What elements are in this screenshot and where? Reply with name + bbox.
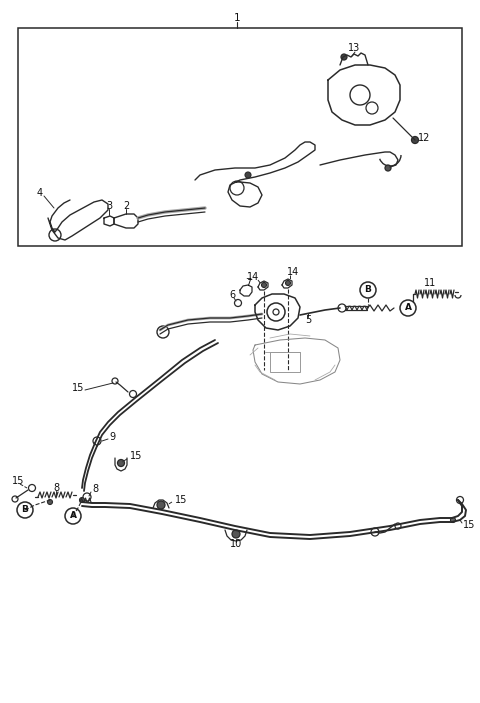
Bar <box>270 352 300 372</box>
Text: 8: 8 <box>53 483 59 493</box>
Text: 15: 15 <box>72 383 84 393</box>
Circle shape <box>262 283 266 288</box>
Circle shape <box>232 530 240 538</box>
Text: 5: 5 <box>305 315 311 325</box>
Text: B: B <box>365 285 372 295</box>
Text: 12: 12 <box>418 133 431 143</box>
Text: 6: 6 <box>229 290 235 300</box>
Text: 9: 9 <box>109 432 115 442</box>
Circle shape <box>80 498 84 503</box>
Circle shape <box>48 500 52 505</box>
Text: 14: 14 <box>287 267 299 277</box>
Text: 10: 10 <box>230 539 242 549</box>
Bar <box>18 28 462 246</box>
Circle shape <box>341 54 347 60</box>
Text: 1: 1 <box>234 13 240 23</box>
Circle shape <box>118 460 124 467</box>
Text: 11: 11 <box>424 278 436 288</box>
Circle shape <box>411 136 419 143</box>
Text: 14: 14 <box>247 272 259 282</box>
Text: A: A <box>70 512 76 520</box>
Text: 7: 7 <box>245 278 251 288</box>
Text: A: A <box>405 304 411 313</box>
Text: 15: 15 <box>12 476 24 486</box>
Text: 2: 2 <box>123 201 129 211</box>
Circle shape <box>245 172 251 178</box>
Text: 3: 3 <box>106 201 112 211</box>
Text: 13: 13 <box>348 43 360 53</box>
Text: 15: 15 <box>130 451 143 461</box>
Circle shape <box>157 501 165 509</box>
Circle shape <box>286 280 290 285</box>
Text: 4: 4 <box>37 188 43 198</box>
Text: 15: 15 <box>175 495 187 505</box>
Circle shape <box>385 165 391 171</box>
Text: 15: 15 <box>463 520 475 530</box>
Text: B: B <box>22 505 28 515</box>
Circle shape <box>451 517 456 522</box>
Text: 8: 8 <box>92 484 98 494</box>
